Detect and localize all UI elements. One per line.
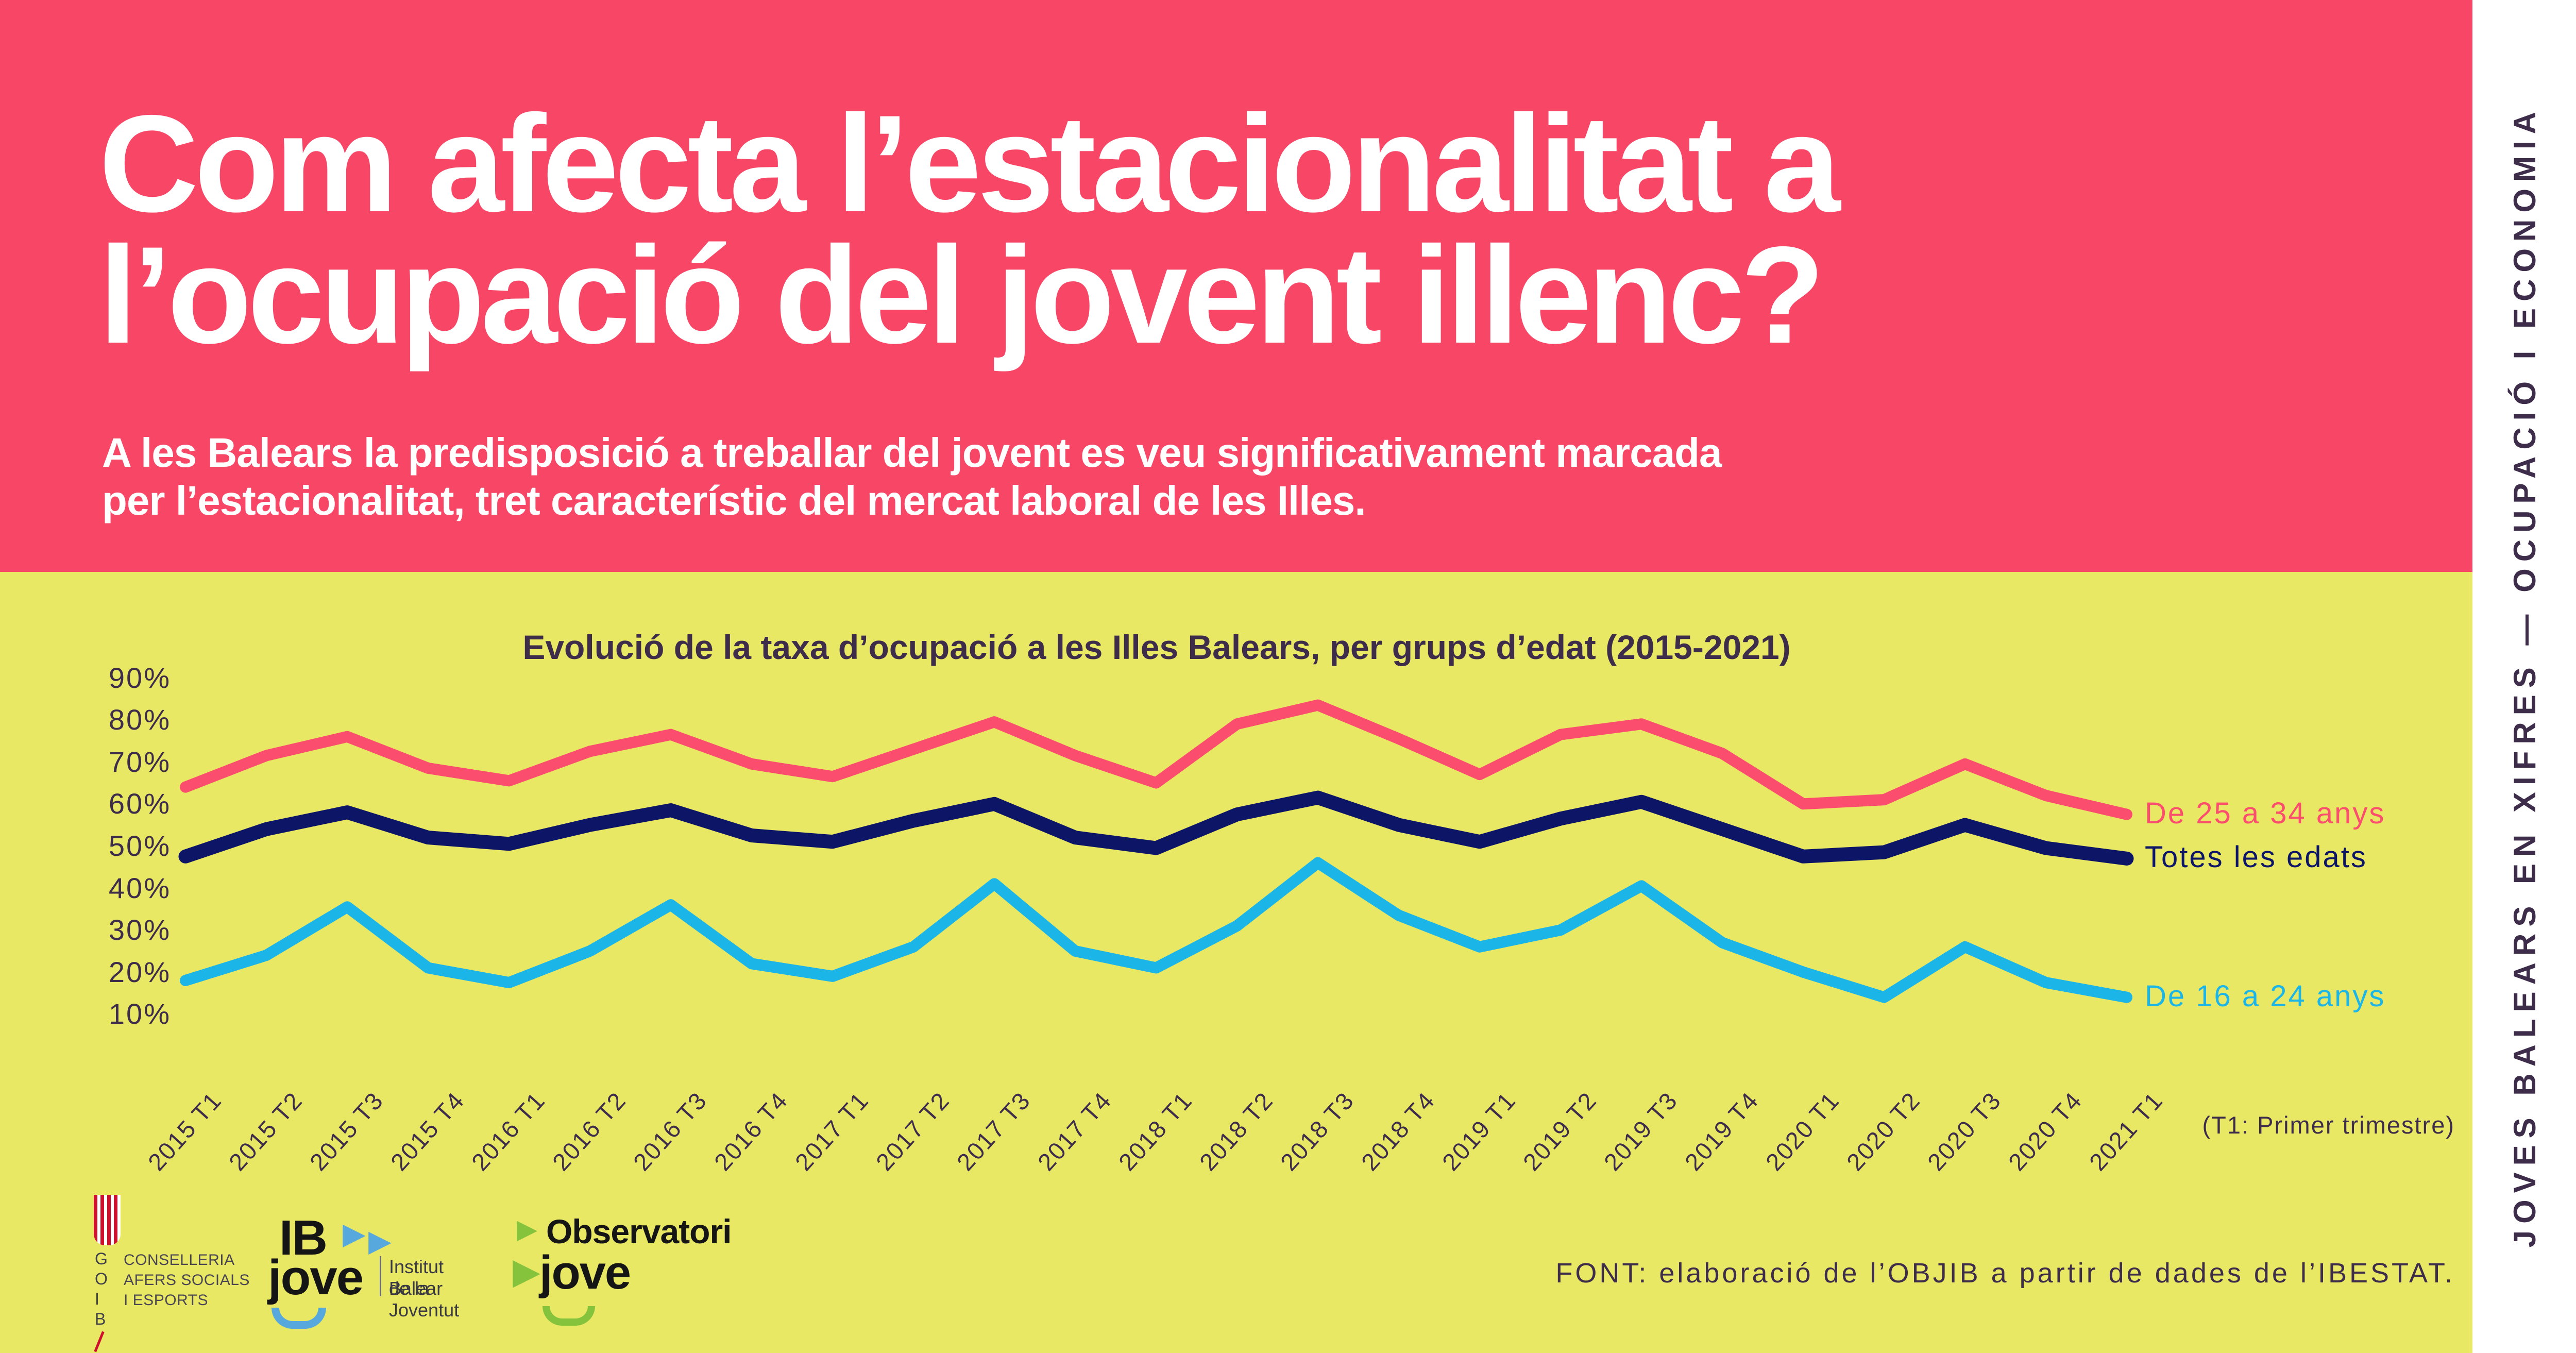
goib-letter-g: G [95, 1249, 108, 1268]
goib-dept-line-1: CONSELLERIA [124, 1251, 235, 1269]
series-line [180, 699, 2132, 820]
title-line-2: l’ocupació del jovent illenc? [99, 217, 1825, 372]
goib-letter-o: O [95, 1270, 108, 1288]
axis-footnote: (T1: Primer trimestre) [2202, 1111, 2455, 1139]
legend-label: Totes les edats [2145, 840, 2367, 874]
goib-logo: G O I B CONSELLERIA AFERS SOCIALS I ESPO… [88, 1193, 309, 1352]
ibjove-arrow-icon: ▶ [343, 1217, 366, 1250]
page-subtitle: A les Balears la predisposició a treball… [102, 429, 2369, 525]
ibjove-claim-line-2: de la Joventut [389, 1278, 460, 1321]
side-strip: JOVES BALEARS EN XIFRES — OCUPACIÓ I ECO… [2472, 0, 2576, 1353]
y-tick-label: 10% [108, 997, 171, 1030]
y-tick-label: 50% [108, 829, 171, 862]
goib-dept-line-3: I ESPORTS [124, 1292, 208, 1309]
goib-letter-i: I [95, 1290, 99, 1308]
goib-shield-icon [94, 1195, 121, 1245]
y-tick-label: 90% [108, 661, 171, 694]
chart-title: Evolució de la taxa d’ocupació a les Ill… [522, 628, 1791, 666]
ibjove-divider [380, 1256, 381, 1296]
series-line [180, 857, 2132, 1003]
y-tick-label: 60% [108, 787, 171, 820]
goib-dept-line-2: AFERS SOCIALS [124, 1272, 250, 1289]
obsjove-wordmark-observatori: Observatori [546, 1212, 732, 1250]
ibjove-wordmark-ib: IB [279, 1210, 328, 1265]
y-tick-label: 70% [108, 745, 171, 778]
ibjove-claim-line-1: Institut Balear [389, 1256, 444, 1299]
goib-letter-b: B [95, 1310, 106, 1328]
legend-label: De 25 a 34 anys [2145, 796, 2386, 830]
legend-label: De 16 a 24 anys [2145, 979, 2386, 1013]
header-band: Com afecta l’estacionalitat a l’ocupació… [0, 0, 2472, 572]
obsjove-wordmark-jove: jove [539, 1246, 631, 1299]
y-tick-label: 40% [108, 871, 171, 904]
series-line [178, 790, 2134, 866]
observatori-jove-logo: ▶ ▶ Observatori jove [507, 1200, 750, 1329]
source-note: FONT: elaboració de l’OBJIB a partir de … [1555, 1258, 2455, 1289]
title-line-1: Com afecta l’estacionalitat a [99, 86, 1840, 241]
obsjove-arrow-icon: ▶ [513, 1251, 540, 1291]
ibjove-logo: IB ▶ ▶ jove Institut Balear de la Jovent… [265, 1200, 502, 1329]
collection-label: JOVES BALEARS EN XIFRES — OCUPACIÓ I ECO… [2507, 105, 2542, 1248]
y-tick-label: 30% [108, 914, 171, 946]
subtitle-line-2: per l’estacionalitat, tret característic… [102, 478, 1366, 523]
ibjove-arrow-icon: ▶ [368, 1224, 392, 1258]
y-tick-label: 20% [108, 955, 171, 988]
y-tick-label: 80% [108, 703, 171, 736]
ibjove-wordmark-jove: jove [268, 1250, 364, 1305]
ibjove-smile-icon [272, 1308, 326, 1329]
subtitle-line-1: A les Balears la predisposició a treball… [102, 430, 1722, 476]
obsjove-arrow-icon: ▶ [517, 1214, 537, 1244]
obsjove-smile-icon [543, 1306, 595, 1326]
page-title: Com afecta l’estacionalitat a l’ocupació… [99, 86, 2407, 372]
